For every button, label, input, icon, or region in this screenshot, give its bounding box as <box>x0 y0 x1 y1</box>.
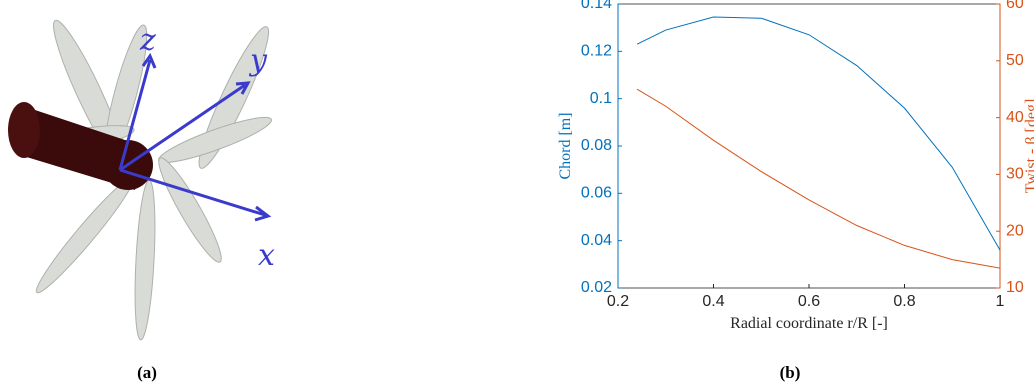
y2-tick-label: 40 <box>1006 109 1024 126</box>
series-line <box>637 17 1000 250</box>
y-tick-label: 0.12 <box>581 43 612 60</box>
series-line <box>637 89 1000 268</box>
propeller-illustration: z y x <box>8 15 278 340</box>
y2-axis-label: Twist - β [deg] <box>1023 99 1034 194</box>
y-tick-label: 0.04 <box>581 232 612 249</box>
axis-name: y <box>248 43 268 78</box>
x-axis-label: Radial coordinate r/R [-] <box>730 315 888 332</box>
y-axis-label: Chord [m] <box>557 112 574 179</box>
x-tick-label: 0.6 <box>798 293 820 310</box>
axis-name: x <box>258 238 275 273</box>
y-tick-label: 0.06 <box>581 185 612 202</box>
y-tick-label: 0.02 <box>581 279 612 296</box>
y-tick-label: 0.08 <box>581 137 612 154</box>
y-tick-label: 0.14 <box>581 0 612 12</box>
x-tick-label: 1 <box>996 293 1005 310</box>
y-tick-label: 0.1 <box>590 90 612 107</box>
plot-frame <box>618 4 1000 288</box>
y2-tick-label: 10 <box>1006 279 1024 296</box>
x-tick-label: 0.8 <box>893 293 915 310</box>
y2-tick-label: 30 <box>1006 166 1024 183</box>
figure: z y x (a) (b) 0.20.40.60.810.020.040.060… <box>0 0 1034 388</box>
panel-label: (a) <box>137 363 157 382</box>
x-tick-label: 0.4 <box>702 293 724 310</box>
axis-name: z <box>139 23 156 58</box>
y2-tick-label: 50 <box>1006 52 1024 69</box>
y2-tick-label: 60 <box>1006 0 1024 12</box>
y2-tick-label: 20 <box>1006 222 1024 239</box>
panel-label: (b) <box>780 363 801 382</box>
